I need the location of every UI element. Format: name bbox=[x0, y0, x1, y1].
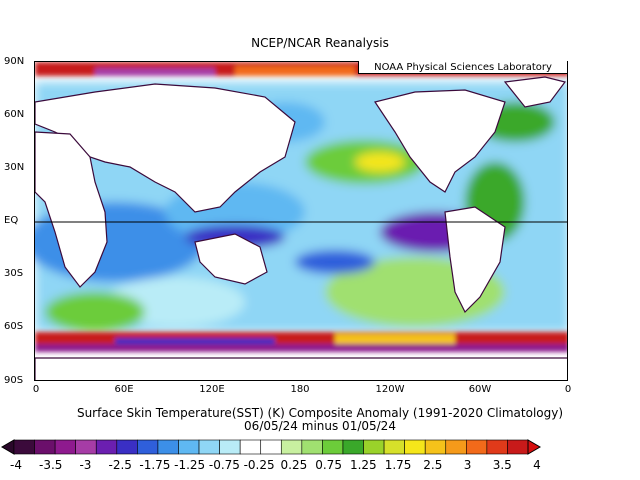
lon-label-180: 180 bbox=[290, 384, 310, 395]
colorbar-swatch bbox=[95, 439, 118, 455]
colorbar-label: 4 bbox=[533, 458, 541, 472]
caption-dates: 06/05/24 minus 01/05/24 bbox=[244, 419, 396, 433]
colorbar-swatch bbox=[54, 439, 76, 455]
colorbar-swatch bbox=[445, 439, 467, 455]
colorbar-swatch bbox=[239, 439, 262, 455]
colorbar-label: -0.75 bbox=[209, 458, 240, 472]
lat-label-30n: 30N bbox=[4, 162, 25, 173]
colorbar-swatch bbox=[34, 439, 56, 455]
colorbar-label: 1.75 bbox=[385, 458, 412, 472]
colorbar-label: -3 bbox=[79, 458, 91, 472]
colorbar: -4 -3.5 -3 -2.5 -1.75 -1.25 -0.75 -0.25 0.25 0.75… bbox=[1, 439, 541, 472]
colorbar-swatch bbox=[363, 439, 385, 455]
colorbar-label: 0.25 bbox=[281, 458, 308, 472]
colorbar-label: 0.75 bbox=[315, 458, 342, 472]
colorbar-label: 2.5 bbox=[423, 458, 442, 472]
lon-label-120w: 120W bbox=[375, 384, 405, 395]
colorbar-swatch bbox=[342, 439, 364, 455]
colorbar-label: 3.5 bbox=[493, 458, 512, 472]
colorbar-label: -3.5 bbox=[39, 458, 62, 472]
colorbar-swatch bbox=[178, 439, 200, 455]
lon-label-0-end: 0 bbox=[564, 384, 572, 395]
colorbar-swatch bbox=[404, 439, 426, 455]
lon-label-0: 0 bbox=[32, 384, 40, 395]
colorbar-swatch bbox=[424, 439, 447, 455]
lon-label-60e: 60E bbox=[114, 384, 134, 395]
lat-label-90s: 90S bbox=[4, 375, 24, 386]
colorbar-swatch bbox=[116, 439, 138, 455]
colorbar-swatch bbox=[507, 439, 529, 455]
anomaly-field bbox=[35, 62, 567, 380]
lat-label-eq: EQ bbox=[4, 215, 19, 226]
colorbar-swatch bbox=[137, 439, 159, 455]
colorbar-swatch bbox=[198, 439, 220, 455]
lon-label-60w: 60W bbox=[468, 384, 492, 395]
lat-label-60n: 60N bbox=[4, 109, 25, 120]
colorbar-swatch bbox=[466, 439, 488, 455]
colorbar-swatch bbox=[383, 439, 405, 455]
colorbar-label: 3 bbox=[464, 458, 472, 472]
lat-label-30s: 30S bbox=[4, 268, 24, 279]
colorbar-label: -1.25 bbox=[174, 458, 205, 472]
lat-label-90n: 90N bbox=[4, 56, 25, 67]
colorbar-swatch bbox=[280, 439, 303, 455]
colorbar-swatch bbox=[75, 439, 97, 455]
colorbar-label: 1.25 bbox=[350, 458, 377, 472]
credit-label: NOAA Physical Sciences Laboratory bbox=[358, 61, 567, 74]
colorbar-swatch bbox=[260, 439, 282, 455]
colorbar-swatch bbox=[301, 439, 323, 455]
colorbar-underflow bbox=[1, 439, 15, 455]
colorbar-label: -4 bbox=[10, 458, 22, 472]
anomaly-map bbox=[34, 61, 568, 381]
lat-label-60s: 60S bbox=[4, 321, 24, 332]
colorbar-overflow bbox=[527, 439, 541, 455]
colorbar-swatch bbox=[13, 439, 35, 455]
colorbar-label: -2.5 bbox=[108, 458, 131, 472]
caption-variable: Surface Skin Temperature(SST) (K) Compos… bbox=[76, 406, 564, 420]
coastlines bbox=[35, 76, 567, 380]
colorbar-swatch bbox=[486, 439, 508, 455]
colorbar-label: -1.75 bbox=[139, 458, 170, 472]
colorbar-label: -0.25 bbox=[244, 458, 275, 472]
plot-title: NCEP/NCAR Reanalysis bbox=[251, 36, 389, 50]
lon-label-120e: 120E bbox=[199, 384, 225, 395]
colorbar-swatch bbox=[322, 439, 344, 455]
colorbar-swatch bbox=[157, 439, 179, 455]
colorbar-swatch bbox=[219, 439, 241, 455]
